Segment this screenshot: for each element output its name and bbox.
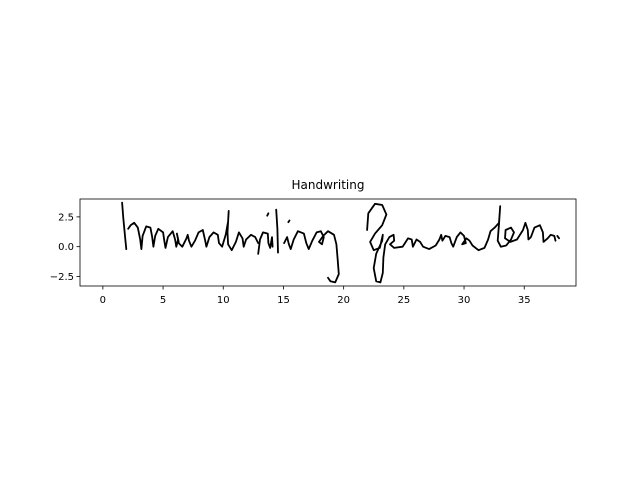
- x-tick-label: 25: [397, 295, 410, 306]
- plot-area-frame: [79, 198, 577, 287]
- x-tick-label: 15: [277, 295, 290, 306]
- pen-stroke-5: [266, 212, 270, 217]
- pen-stroke-1: [121, 201, 128, 251]
- handwriting-strokes: [121, 201, 560, 284]
- chart-title: Handwriting: [292, 178, 365, 192]
- x-axis-ticks: 0 5 10 15 20 25 30 35: [100, 286, 531, 306]
- pen-stroke-7: [287, 219, 291, 224]
- y-tick-label: 2.5: [58, 212, 74, 223]
- pen-stroke-6: [275, 208, 279, 254]
- y-tick-label: −2.5: [50, 272, 74, 283]
- y-tick-label: 0.0: [58, 242, 74, 253]
- pen-stroke-4: [257, 231, 274, 255]
- x-tick-label: 35: [518, 295, 531, 306]
- y-axis-ticks: 2.5 0.0 −2.5: [50, 212, 80, 283]
- x-tick-label: 30: [458, 295, 471, 306]
- pen-stroke-3: [175, 209, 260, 252]
- x-tick-label: 20: [337, 295, 350, 306]
- pen-stroke-8: [283, 230, 340, 284]
- pen-stroke-10: [556, 234, 560, 240]
- x-tick-label: 0: [100, 295, 106, 306]
- x-tick-label: 10: [217, 295, 230, 306]
- pen-stroke-9: [366, 202, 557, 284]
- x-tick-label: 5: [160, 295, 166, 306]
- pen-stroke-2: [127, 221, 180, 251]
